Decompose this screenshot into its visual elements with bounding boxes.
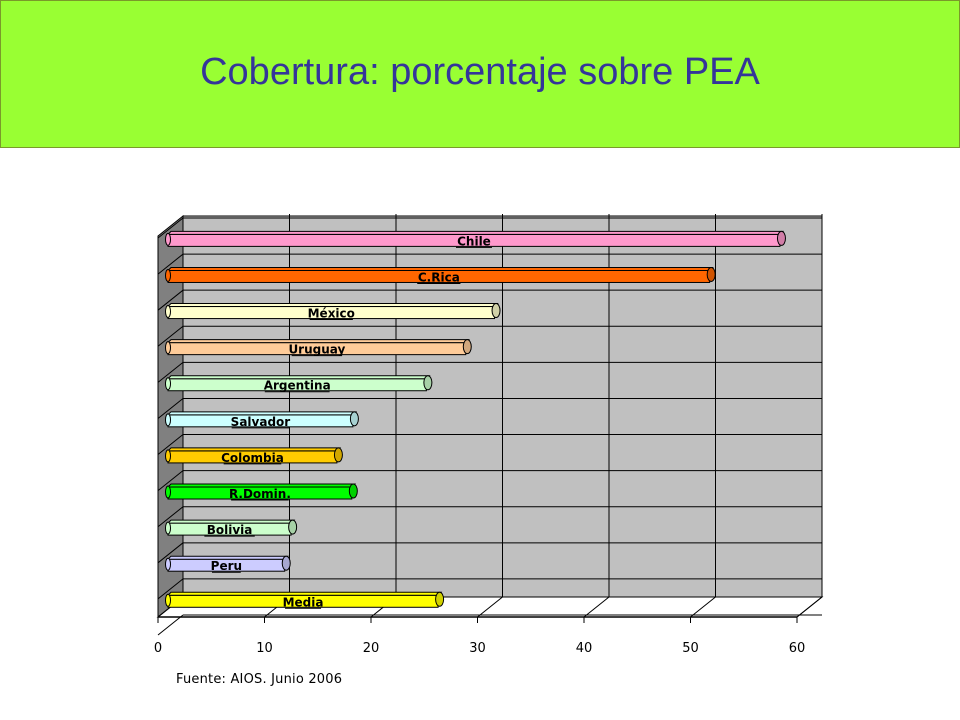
floor-gridline [796,596,823,618]
bar: Colombia [165,447,343,465]
x-tick-label: 40 [576,641,593,656]
bar-label: México [308,307,355,321]
x-tick-label: 20 [363,641,380,656]
bar-start-cap [165,449,171,463]
bar-label: Uruguay [288,343,345,357]
bar-start-cap [165,232,171,246]
bar-end-cap [349,411,359,427]
bar-start-cap [165,305,171,319]
bar-start-cap [165,557,171,571]
bar-label: C.Rica [418,270,460,284]
bar-label: Bolivia [207,523,253,537]
bar-end-cap [281,555,291,571]
x-tick-label: 60 [789,641,806,656]
bar-label: R.Domin. [229,487,291,501]
source-note: Fuente: AIOS. Junio 2006 [176,672,343,687]
side-gridline [157,614,184,636]
bar-end-cap [462,339,472,355]
bar: C.Rica [165,266,716,284]
bar-end-cap [435,591,445,607]
side-gridline [157,542,184,564]
side-gridline [157,470,184,492]
bar-end-cap [348,483,358,499]
floor-gridline [690,596,716,618]
x-tick-label: 0 [154,641,162,656]
floor-gridline [583,596,610,618]
bar: Salvador [165,411,359,429]
bar-start-cap [165,593,171,607]
bar-start-cap [165,377,171,391]
bar: Peru [165,555,291,573]
bar: Argentina [165,375,433,393]
side-gridline [157,289,184,311]
bar: Media [165,591,445,609]
bar: Uruguay [165,339,472,357]
bar-label: Peru [211,559,242,573]
bar: R.Domin. [165,483,358,501]
floor-gridline [477,596,503,618]
side-gridline [157,434,184,455]
bar-label: Argentina [264,379,331,393]
bar-start-cap [165,268,171,282]
side-gridline [157,325,184,347]
bar-end-cap [706,266,716,282]
bar-end-cap [491,303,501,319]
side-gridline [157,578,184,600]
side-gridline [157,217,184,239]
bar-label: Media [283,595,324,609]
side-gridline [157,361,184,383]
side-gridline [157,253,184,275]
side-gridline [157,398,184,419]
page-title: Cobertura: porcentaje sobre PEA [200,50,760,93]
bar-start-cap [165,485,171,499]
x-tick-label: 10 [256,641,273,656]
bar: Chile [165,230,786,248]
bar-end-cap [776,230,786,246]
bar-start-cap [165,341,171,355]
bar-end-cap [423,375,433,391]
bar-label: Salvador [231,415,291,429]
bar-label: Chile [457,234,491,248]
side-gridline [157,506,184,528]
x-tick-label: 50 [682,641,699,656]
bar-start-cap [165,521,171,535]
x-tick-label: 30 [469,641,486,656]
bar-start-cap [165,413,171,427]
bar-end-cap [333,447,343,463]
bar-label: Colombia [221,451,284,465]
bar-end-cap [288,519,298,535]
title-banner: Cobertura: porcentaje sobre PEA [0,0,960,148]
bar: México [165,303,501,321]
bar: Bolivia [165,519,298,537]
